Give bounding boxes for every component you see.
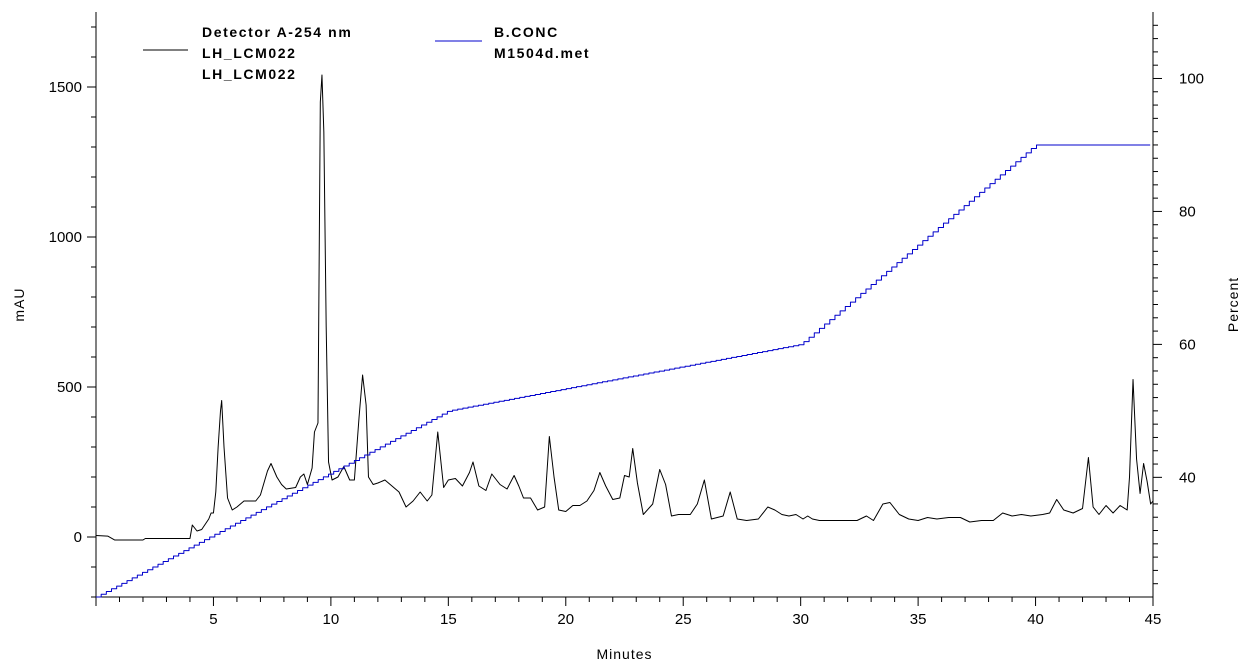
y-left-tick-label: 500 [57,379,82,396]
axes: 5 10 15 20 25 30 35 40 45 0 500 1000 1500 40 60 80 100 Mi… [11,12,1241,662]
legend-label-detector: LH_LCM022 [202,66,297,82]
legend-label-gradient: B.CONC [494,24,559,40]
y-right-tick-label: 80 [1179,203,1196,220]
y-left-tick-label: 0 [74,529,82,546]
legend-label-detector: LH_LCM022 [202,45,297,61]
x-axis-title: Minutes [596,646,652,662]
x-tick-label: 30 [792,611,809,628]
x-tick-label: 10 [323,611,340,628]
x-tick-label: 25 [675,611,692,628]
series-layer [95,74,1154,598]
legend-label-detector: Detector A-254 nm [202,24,352,40]
y-right-tick-label: 100 [1179,70,1204,87]
x-tick-label: 40 [1027,611,1044,628]
detector-trace [95,74,1154,541]
y-right-tick-label: 60 [1179,336,1196,353]
x-tick-label: 20 [557,611,574,628]
x-tick-label: 15 [440,611,457,628]
y-right-tick-label: 40 [1179,469,1196,486]
y-left-tick-label: 1000 [49,229,82,246]
gradient-trace [96,144,1151,598]
x-tick-label: 5 [209,611,217,628]
y-right-axis-title: Percent [1225,277,1241,332]
x-tick-label: 35 [910,611,927,628]
legend-label-gradient: M1504d.met [494,45,590,61]
y-left-tick-label: 1500 [49,79,82,96]
legend: Detector A-254 nm LH_LCM022 LH_LCM022 B.CON… [143,24,590,82]
x-tick-label: 45 [1145,611,1162,628]
y-left-axis-title: mAU [11,287,27,321]
